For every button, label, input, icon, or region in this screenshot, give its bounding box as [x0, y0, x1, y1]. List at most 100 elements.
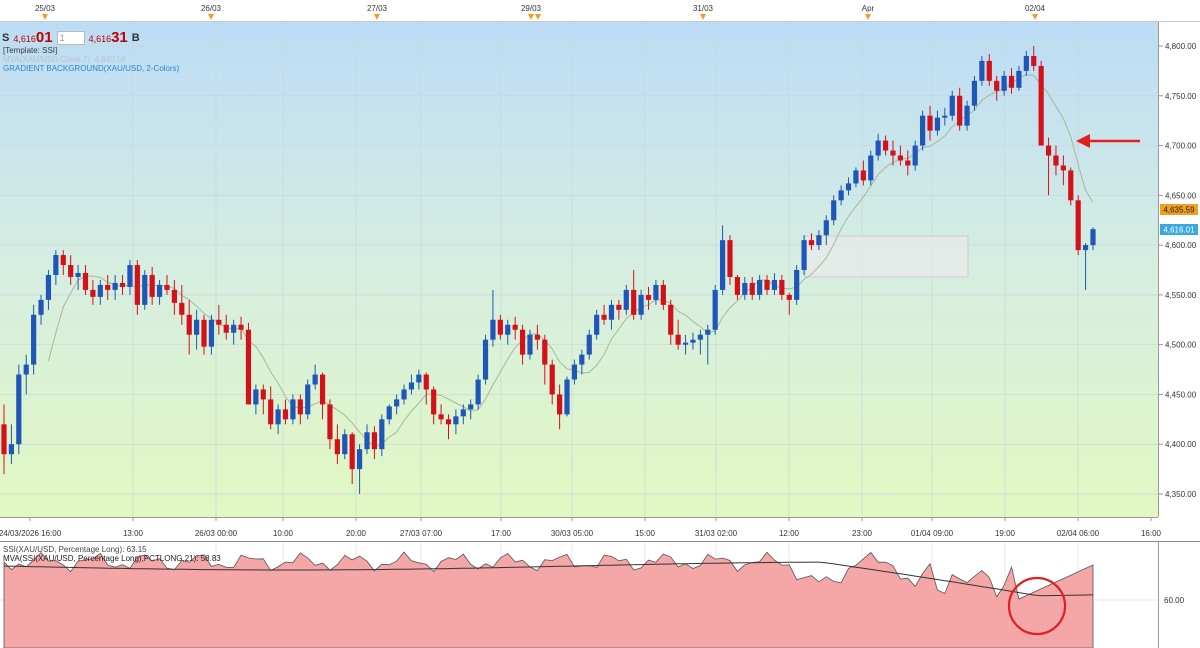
candle: [645, 286, 652, 310]
candle: [697, 329, 703, 355]
candle: [660, 279, 666, 310]
date-marker: [528, 14, 534, 20]
time-axis-labels: 24/03/2026 16:00 13:00 26/03 00:00 10:00 20:…: [0, 517, 1162, 538]
candle: [164, 274, 170, 295]
grid-lines: [0, 22, 1158, 517]
candle: [112, 274, 118, 300]
price-tick-label: 4,400.00: [1165, 440, 1197, 449]
price-tick-label: 4,500.00: [1165, 341, 1197, 350]
candle: [186, 299, 192, 355]
candle: [223, 314, 229, 340]
candle: [275, 404, 281, 435]
time-tick-label: 26/03 00:00: [195, 529, 238, 538]
candle: [216, 304, 222, 335]
candle: [897, 145, 903, 166]
candle: [401, 384, 407, 405]
candle: [623, 284, 629, 315]
top-date-label: 29/03: [521, 4, 542, 13]
candle: [808, 233, 815, 251]
candle: [816, 230, 822, 251]
candle: [838, 185, 844, 206]
buy-label[interactable]: B: [131, 31, 140, 44]
candle: [801, 235, 807, 275]
svg-text:4,616.01: 4,616.01: [1163, 226, 1195, 235]
date-marker: [1032, 14, 1038, 20]
candle: [127, 260, 133, 295]
ssi-axis-label: 60.00: [1164, 596, 1185, 605]
time-tick-label: 23:00: [852, 529, 873, 538]
candle: [394, 394, 400, 415]
time-tick-label: 01/04 09:00: [911, 529, 954, 538]
time-axis[interactable]: [0, 517, 1200, 541]
time-tick-label: 13:00: [123, 529, 144, 538]
candle: [53, 250, 59, 285]
candle: [882, 135, 889, 156]
candle: [986, 53, 992, 86]
candle: [1008, 67, 1015, 94]
candle: [319, 372, 326, 420]
candle: [557, 384, 563, 430]
candle: [927, 105, 933, 141]
candle: [601, 304, 607, 325]
candle: [194, 309, 200, 350]
ssi-label: SSI(XAU/USD, Percentage Long): 63.15: [3, 545, 147, 554]
time-tick-label: 02/04 06:00: [1057, 529, 1100, 538]
candle: [1038, 60, 1044, 146]
candle: [379, 414, 385, 457]
candle: [705, 324, 711, 365]
ma-price-tag: 4,635.59: [1160, 204, 1198, 215]
buy-price[interactable]: 4,61631: [88, 29, 128, 46]
price-tick-label: 4,550.00: [1165, 291, 1197, 300]
time-tick-label: 19:00: [995, 529, 1016, 538]
candle: [38, 294, 44, 325]
ssi-mva-label: MVA(SSI(XAU/USD, Percentage Long),PCTLON…: [3, 554, 221, 563]
candle: [631, 270, 637, 320]
candle: [979, 55, 985, 86]
candle: [342, 429, 348, 460]
date-marker: [374, 14, 380, 20]
candle: [282, 399, 289, 425]
price-axis[interactable]: [1158, 22, 1200, 517]
candle: [727, 235, 733, 285]
candle: [875, 133, 881, 161]
candle: [68, 255, 74, 285]
candle: [853, 167, 859, 188]
sell-price[interactable]: 4,61601: [13, 29, 53, 46]
candle: [327, 399, 333, 450]
candle: [408, 374, 415, 395]
time-tick-label: 24/03/2026 16:00: [0, 529, 62, 538]
time-tick-label: 31/03 02:00: [695, 529, 738, 538]
candle: [534, 324, 540, 350]
candle: [371, 426, 378, 460]
time-tick-label: 10:00: [273, 529, 294, 538]
candle: [786, 292, 792, 315]
sell-label[interactable]: S: [2, 31, 10, 44]
candle: [1068, 167, 1074, 206]
top-date-label: 26/03: [201, 4, 222, 13]
candle: [1082, 243, 1089, 290]
candle: [238, 316, 244, 340]
candle: [868, 150, 874, 186]
indicator-label-gradient: GRADIENT BACKGROUND(XAU/USD, 2-Colors): [3, 64, 180, 73]
candle: [149, 267, 155, 305]
candle: [82, 265, 89, 295]
candlestick-series[interactable]: [1, 46, 1096, 494]
candle: [134, 260, 140, 315]
candle: [920, 110, 926, 151]
ssi-series: [3, 551, 1094, 648]
candle: [482, 334, 489, 385]
candle: [749, 276, 755, 300]
candle: [431, 386, 437, 425]
candle: [1075, 195, 1081, 256]
quote-widget: S 4,61601 1 4,61631 B: [2, 29, 140, 46]
ssi-area: [3, 551, 1094, 648]
candle: [8, 424, 15, 465]
template-label: [Template: SSI]: [3, 46, 58, 55]
candle: [682, 334, 689, 355]
price-tick-label: 4,650.00: [1165, 191, 1197, 200]
candle: [349, 432, 355, 485]
price-tick-label: 4,750.00: [1165, 92, 1197, 101]
quantity-input[interactable]: 1: [56, 30, 85, 45]
price-tick-label: 4,800.00: [1165, 42, 1197, 51]
time-tick-label: 12:00: [779, 529, 800, 538]
